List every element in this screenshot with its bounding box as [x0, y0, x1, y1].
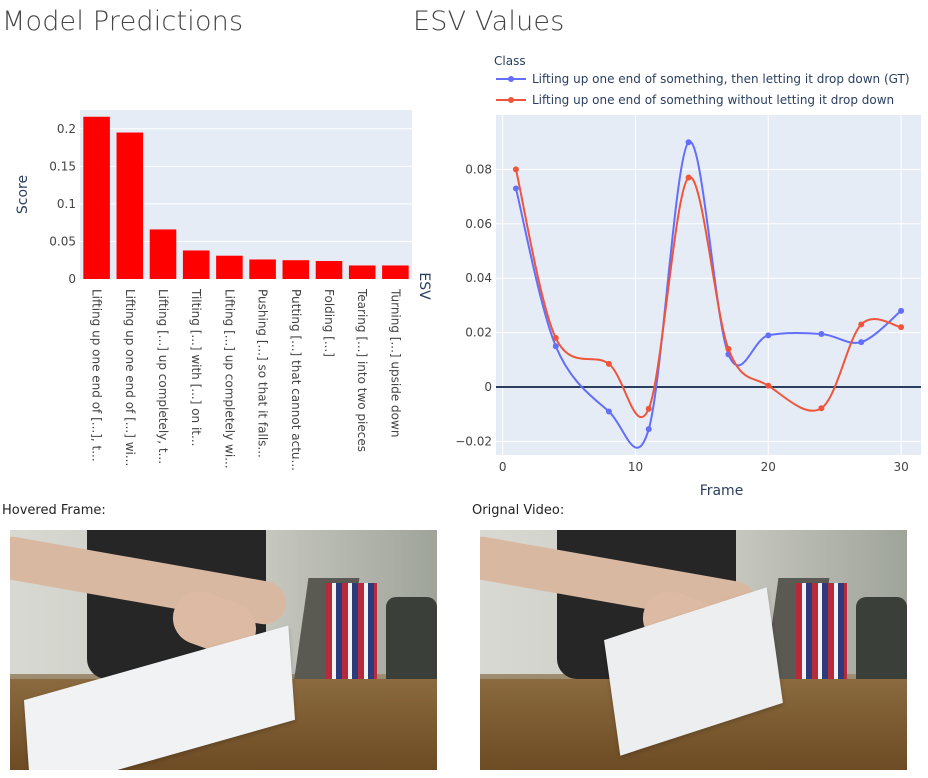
- esv-line-chart[interactable]: 0 10 20 30 −0.02 0 0.02 0.04 0.06 0.08 Frame ESV Cla…: [0, 0, 928, 500]
- original-video-caption: Orignal Video:: [472, 503, 565, 518]
- original-video-player[interactable]: [480, 530, 907, 770]
- bar-y-tick-label: 0.2: [57, 122, 76, 136]
- bar-category-label: Lifting up one end of [...] wi...: [123, 289, 137, 466]
- bar-y-tick-label: 0.15: [49, 159, 76, 173]
- esv-point-2[interactable]: [765, 382, 772, 389]
- bar-y-tick-label: 0.05: [49, 234, 76, 248]
- esv-point-1[interactable]: [685, 139, 692, 146]
- legend-label: Lifting up one end of something without …: [532, 93, 894, 107]
- esv-point-2[interactable]: [818, 405, 825, 412]
- esv-point-2[interactable]: [898, 324, 905, 331]
- bar-category-label: Turning [...] upside down: [388, 288, 402, 437]
- esv-point-1[interactable]: [552, 343, 559, 350]
- legend-label: Lifting up one end of something, then le…: [532, 72, 910, 86]
- esv-point-2[interactable]: [685, 174, 692, 181]
- esv-point-2[interactable]: [512, 166, 519, 173]
- bar-y-axis-title: Score: [15, 175, 31, 214]
- esv-y-tick-label: 0.06: [465, 217, 492, 231]
- esv-y-tick-label: 0: [484, 380, 492, 394]
- esv-point-2[interactable]: [605, 360, 612, 367]
- bar-category-label: Lifting up one end of [...], t...: [90, 289, 104, 462]
- bar-category-label: Lifting [...] up completely, t...: [156, 289, 170, 464]
- esv-point-2[interactable]: [552, 335, 559, 342]
- esv-x-tick-label: 30: [893, 460, 908, 474]
- bar-category-label: Tilting [...] with [...] on it...: [189, 288, 203, 446]
- bar-category-label: Tearing [...] into two pieces: [355, 288, 369, 452]
- prediction-bar[interactable]: [83, 116, 110, 279]
- esv-x-tick-label: 0: [499, 460, 507, 474]
- prediction-bar[interactable]: [315, 260, 343, 279]
- bar-category-label: Putting [...] that cannot actu...: [289, 289, 303, 471]
- esv-point-1[interactable]: [898, 307, 905, 314]
- prediction-bar[interactable]: [182, 250, 210, 279]
- predictions-heading: Model Predictions: [2, 6, 244, 37]
- esv-point-1[interactable]: [512, 185, 519, 192]
- legend-swatch-marker: [508, 76, 514, 82]
- esv-y-tick-label: 0.08: [465, 162, 492, 176]
- bar-category-label: Lifting [...] up completely wi...: [222, 289, 236, 469]
- esv-y-axis-title: ESV: [416, 272, 432, 300]
- esv-point-1[interactable]: [765, 332, 772, 339]
- bar-y-tick-label: 0: [68, 272, 76, 286]
- hovered-frame-caption: Hovered Frame:: [2, 503, 106, 518]
- esv-y-tick-label: 0.04: [465, 271, 492, 285]
- legend-item-2[interactable]: Lifting up one end of something without …: [496, 93, 894, 107]
- esv-x-tick-label: 20: [761, 460, 776, 474]
- prediction-bar[interactable]: [116, 132, 144, 279]
- esv-point-1[interactable]: [818, 330, 825, 337]
- esv-point-1[interactable]: [645, 426, 652, 433]
- prediction-bar[interactable]: [216, 255, 243, 279]
- esv-x-tick-label: 10: [628, 460, 643, 474]
- hovered-frame-image: [10, 530, 437, 770]
- prediction-bar[interactable]: [149, 229, 177, 279]
- bar-category-label: Pushing [...] so that it falls...: [256, 289, 270, 458]
- bar-category-label: Folding [...]: [322, 289, 336, 357]
- prediction-bar[interactable]: [382, 265, 409, 279]
- esv-x-axis-title: Frame: [700, 483, 744, 499]
- esv-plot-background: [496, 115, 921, 455]
- bar-y-tick-label: 0.1: [57, 197, 76, 211]
- prediction-bar[interactable]: [249, 259, 276, 279]
- prediction-bar[interactable]: [282, 260, 310, 279]
- esv-point-2[interactable]: [645, 405, 652, 412]
- legend-title: Class: [494, 54, 526, 68]
- esv-y-tick-label: −0.02: [455, 434, 492, 448]
- esv-y-tick-label: 0.02: [465, 326, 492, 340]
- esv-point-1[interactable]: [605, 408, 612, 415]
- esv-point-2[interactable]: [725, 345, 732, 352]
- predictions-bar-chart[interactable]: 0 0.05 0.1 0.15 0.2 Score Lifting up one end o…: [0, 0, 464, 500]
- legend-item-1[interactable]: Lifting up one end of something, then le…: [496, 72, 910, 86]
- prediction-bar[interactable]: [348, 265, 376, 279]
- legend-swatch-marker: [508, 97, 514, 103]
- esv-point-2[interactable]: [858, 321, 865, 328]
- esv-point-1[interactable]: [858, 339, 865, 346]
- esv-heading: ESV Values: [413, 6, 565, 37]
